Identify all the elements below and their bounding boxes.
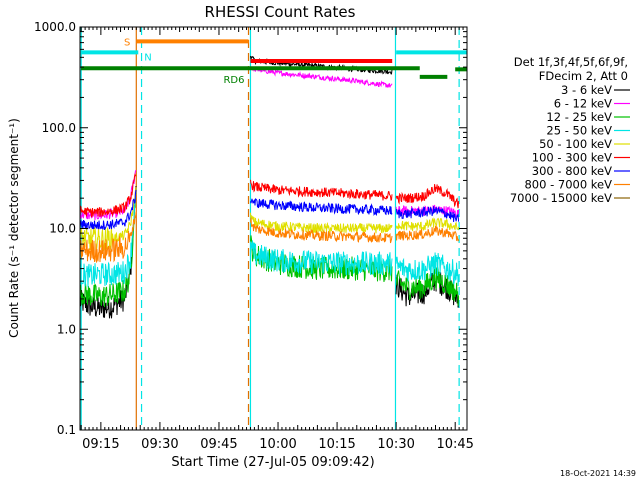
series-line — [395, 266, 460, 306]
y-tick-label: 1.0 — [57, 322, 76, 336]
y-axis: 0.1 1.0 10.0 100.0 1000.0 — [34, 20, 467, 437]
flag-label: S — [124, 37, 130, 48]
legend-label: 12 - 25 keV — [546, 110, 612, 124]
series-line — [395, 225, 460, 242]
legend-label: 6 - 12 keV — [554, 97, 612, 111]
series-line — [250, 179, 393, 201]
y-axis-label: Count Rate (s⁻¹ detector segment⁻¹) — [7, 118, 21, 338]
series-line — [250, 217, 393, 244]
legend-label: 100 - 300 keV — [532, 151, 612, 165]
x-tick-label: 10:45 — [436, 437, 473, 452]
series-line — [79, 187, 137, 252]
legend-label: 25 - 50 keV — [546, 124, 612, 138]
x-tick-label: 10:00 — [259, 437, 296, 452]
flag-bars: S N RD6 — [81, 37, 467, 86]
series-lines — [79, 55, 460, 319]
legend-label: 50 - 100 keV — [539, 137, 612, 151]
series-line — [395, 184, 460, 209]
x-axis: 09:15 09:30 09:45 10:00 10:15 10:30 10:45 — [80, 27, 474, 452]
y-tick-label: 100.0 — [42, 121, 76, 135]
series-line — [395, 252, 460, 287]
footer-timestamp: 18-Oct-2021 14:39 — [560, 469, 636, 478]
chart-title: RHESSI Count Rates — [205, 3, 356, 21]
x-tick-label: 10:15 — [318, 437, 355, 452]
y-tick-label: 1000.0 — [34, 20, 76, 34]
series-line — [250, 55, 393, 75]
series-line — [250, 198, 393, 217]
x-tick-label: 09:45 — [200, 437, 237, 452]
legend-label: 3 - 6 keV — [561, 83, 612, 97]
series-line — [79, 192, 137, 308]
series-line — [395, 217, 460, 232]
y-tick-label: 0.1 — [57, 423, 76, 437]
series-line — [79, 189, 137, 231]
x-tick-label: 09:15 — [82, 437, 119, 452]
x-tick-label: 09:30 — [141, 437, 178, 452]
y-tick-label: 10.0 — [49, 222, 76, 236]
series-line — [395, 269, 460, 308]
series-line — [250, 66, 393, 88]
legend-label: 7000 - 15000 keV — [510, 191, 612, 205]
series-line — [79, 173, 137, 218]
plot-area: S N RD6 — [79, 26, 468, 431]
series-line — [250, 212, 393, 234]
legend: Det 1f,3f,4f,5f,6f,9f, FDecim 2, Att 0 3… — [510, 55, 630, 205]
series-line — [79, 211, 137, 263]
series-line — [250, 240, 393, 276]
series-line — [79, 187, 137, 288]
x-tick-label: 10:30 — [377, 437, 414, 452]
flag-label: N — [144, 52, 151, 63]
legend-header-line-1: Det 1f,3f,4f,5f,6f,9f, — [514, 55, 628, 69]
flag-label: RD6 — [223, 75, 244, 86]
legend-label: 300 - 800 keV — [532, 164, 612, 178]
legend-label: 800 - 7000 keV — [524, 178, 612, 192]
legend-header-line-2: FDecim 2, Att 0 — [539, 69, 628, 83]
x-axis-label: Start Time (27-Jul-05 09:09:42) — [171, 455, 374, 470]
series-line — [395, 205, 460, 223]
